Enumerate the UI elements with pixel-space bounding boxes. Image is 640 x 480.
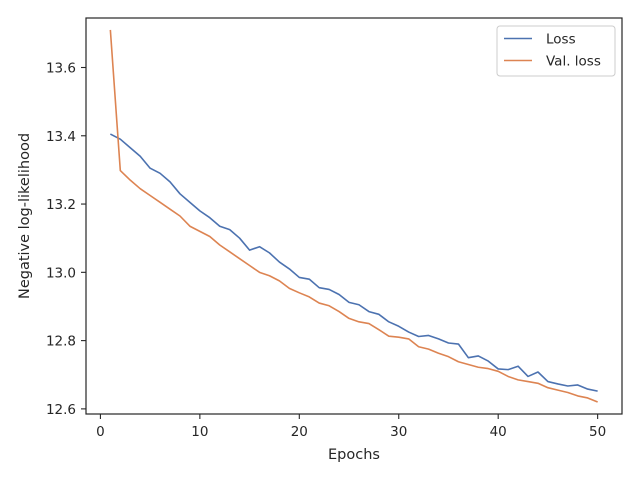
- legend-label-val-loss: Val. loss: [546, 54, 601, 70]
- y-tick-label: 13.4: [46, 129, 76, 145]
- y-tick-label: 12.8: [46, 334, 76, 350]
- x-tick-label: 50: [589, 424, 606, 440]
- y-tick-label: 13.2: [46, 197, 76, 213]
- x-tick-label: 0: [96, 424, 105, 440]
- legend-label-loss: Loss: [546, 32, 576, 48]
- y-axis-label: Negative log-likelihood: [17, 133, 33, 299]
- x-tick-label: 40: [490, 424, 507, 440]
- plot-frame: [85, 17, 623, 415]
- ticks-layer: 0 10 20 30 40 50 12.6 12.8 13.0 13.2 13.4 13.6: [46, 61, 606, 441]
- x-tick-label: 10: [191, 424, 208, 440]
- legend: Loss Val. loss: [496, 25, 616, 77]
- plot-background: [86, 18, 622, 414]
- x-tick-label: 20: [291, 424, 308, 440]
- y-tick-label: 13.6: [46, 61, 76, 77]
- x-axis-label: Epochs: [328, 447, 380, 463]
- x-tick-label: 30: [390, 424, 407, 440]
- series-layer: [109, 29, 598, 403]
- y-tick-label: 12.6: [46, 402, 76, 418]
- series-line-val-loss: [109, 29, 598, 403]
- y-tick-label: 13.0: [46, 265, 76, 281]
- series-line-loss: [109, 133, 598, 392]
